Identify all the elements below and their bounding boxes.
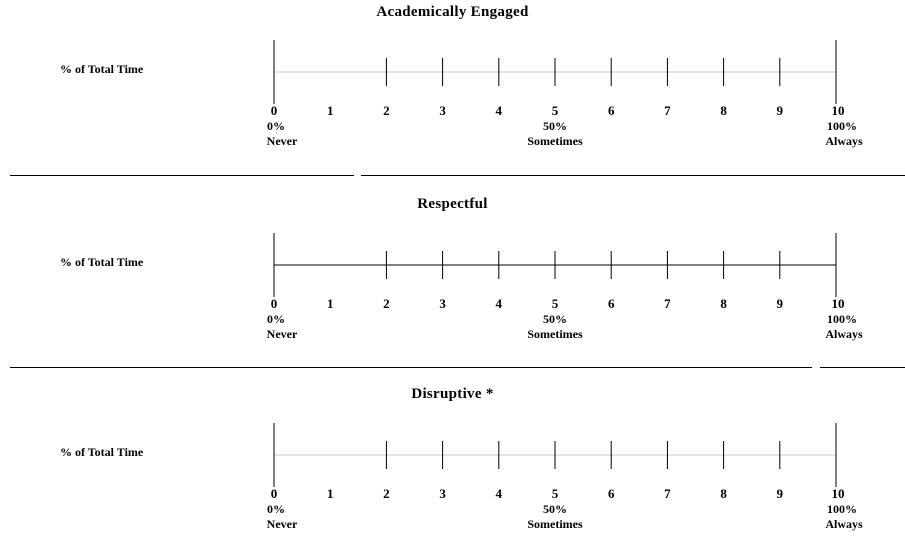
scale-number-10: 10 [831, 103, 845, 118]
anchor-word: Never [266, 327, 298, 341]
scale-number-4: 4 [495, 103, 503, 118]
anchor-word: Always [825, 517, 863, 531]
scale-number-1: 1 [326, 486, 334, 501]
row-label-percent-total-time: % of Total Time [60, 62, 144, 76]
anchor-percent: 100% [827, 502, 857, 516]
scale-number-0: 0 [270, 296, 278, 311]
scale-number-10: 10 [831, 296, 845, 311]
scale-number-5: 5 [551, 486, 559, 501]
anchor-percent: 100% [827, 119, 857, 133]
scale-number-8: 8 [720, 103, 727, 118]
scale-number-4: 4 [495, 296, 503, 311]
scale-number-0: 0 [270, 486, 278, 501]
scale-number-2: 2 [383, 486, 390, 501]
scale-number-2: 2 [383, 103, 390, 118]
scale-number-6: 6 [607, 486, 615, 501]
anchor-percent: 50% [543, 119, 567, 133]
section-divider-right [820, 367, 905, 368]
anchor-percent: 0% [267, 119, 285, 133]
scale-number-5: 5 [551, 296, 559, 311]
scale-number-9: 9 [776, 296, 784, 311]
scale-number-6: 6 [607, 103, 615, 118]
scale-number-9: 9 [776, 103, 784, 118]
scale-number-8: 8 [720, 486, 727, 501]
scale-number-7: 7 [664, 296, 671, 311]
scale-number-2: 2 [383, 296, 390, 311]
section-title-respectful: Respectful [417, 196, 488, 212]
scale-number-5: 5 [551, 103, 559, 118]
anchor-word: Never [266, 134, 298, 148]
anchor-percent: 0% [267, 312, 285, 326]
anchor-word: Sometimes [527, 517, 583, 531]
scale-number-7: 7 [664, 486, 671, 501]
anchor-word: Always [825, 327, 863, 341]
section-divider-left [10, 175, 354, 176]
anchor-word: Sometimes [527, 327, 583, 341]
scale-number-3: 3 [439, 103, 446, 118]
row-label-percent-total-time: % of Total Time [60, 445, 144, 459]
scale-number-3: 3 [439, 486, 446, 501]
anchor-percent: 100% [827, 312, 857, 326]
section-title-disruptive: Disruptive * [411, 386, 494, 402]
scale-number-9: 9 [776, 486, 784, 501]
anchor-percent: 50% [543, 312, 567, 326]
anchor-word: Sometimes [527, 134, 583, 148]
section-title-academically-engaged: Academically Engaged [376, 4, 529, 20]
scale-number-0: 0 [270, 103, 278, 118]
scale-number-6: 6 [607, 296, 615, 311]
anchor-percent: 50% [543, 502, 567, 516]
scale-number-4: 4 [495, 486, 503, 501]
row-label-percent-total-time: % of Total Time [60, 255, 144, 269]
scale-number-1: 1 [326, 296, 334, 311]
scale-number-8: 8 [720, 296, 727, 311]
anchor-word: Never [266, 517, 298, 531]
scale-number-10: 10 [831, 486, 845, 501]
section-divider-right [361, 175, 905, 176]
scale-number-3: 3 [439, 296, 446, 311]
anchor-percent: 0% [267, 502, 285, 516]
scale-number-7: 7 [664, 103, 671, 118]
anchor-word: Always [825, 134, 863, 148]
scale-number-1: 1 [326, 103, 334, 118]
section-divider-left [10, 367, 812, 368]
